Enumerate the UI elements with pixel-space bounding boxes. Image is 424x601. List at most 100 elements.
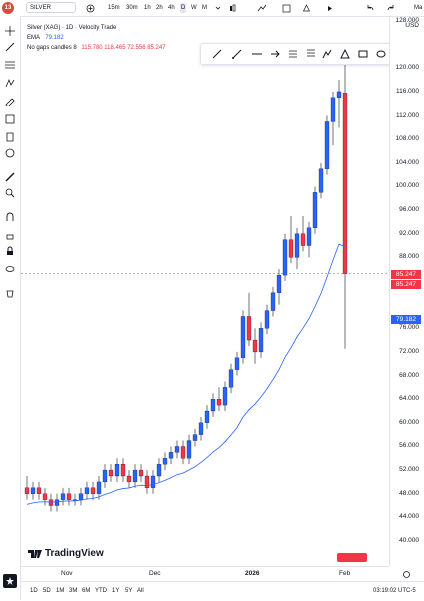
last-price-tag-2: 85.247 bbox=[391, 280, 421, 289]
candle-body bbox=[252, 339, 258, 353]
candles-values: 115.780 118.465 72.556 85.247 bbox=[81, 45, 166, 51]
settings-icon[interactable] bbox=[400, 568, 412, 580]
drawing-sidebar bbox=[0, 16, 21, 600]
candle-body bbox=[246, 316, 252, 341]
line-icon[interactable] bbox=[211, 48, 223, 60]
interval-2h[interactable]: 2h bbox=[156, 5, 163, 11]
menu-label[interactable]: Ma bbox=[414, 5, 423, 11]
price-label: 52.000 bbox=[399, 466, 419, 474]
range-5y[interactable]: 5Y bbox=[125, 588, 133, 594]
pitchfork-icon[interactable] bbox=[287, 48, 299, 60]
currency-label: USD bbox=[405, 22, 419, 29]
candle-body bbox=[156, 464, 162, 477]
candle-body bbox=[336, 91, 342, 98]
ruler-icon[interactable] bbox=[3, 170, 17, 184]
candles-type-icon[interactable] bbox=[226, 2, 238, 14]
last-price-tag: 85.247 bbox=[391, 270, 421, 279]
range-ytd[interactable]: YTD bbox=[95, 588, 107, 594]
indicators-icon[interactable] bbox=[256, 2, 268, 14]
tradingview-logo: TradingView bbox=[28, 548, 104, 559]
candle-body bbox=[84, 487, 90, 494]
arrow-icon[interactable] bbox=[269, 48, 281, 60]
eye-icon[interactable] bbox=[3, 262, 17, 276]
price-label: 76.000 bbox=[399, 324, 419, 332]
candle-body bbox=[318, 168, 324, 193]
ema-value: 79.182 bbox=[45, 35, 64, 41]
candle-body bbox=[282, 239, 288, 276]
crosshair-icon[interactable] bbox=[3, 24, 17, 38]
chevron-down-icon[interactable] bbox=[212, 2, 224, 14]
magnet-icon[interactable] bbox=[3, 210, 17, 224]
compare-icon[interactable] bbox=[84, 2, 96, 14]
candle-body bbox=[210, 399, 216, 412]
range-all[interactable]: All bbox=[137, 588, 144, 594]
candle-body bbox=[150, 475, 156, 488]
pattern-icon[interactable] bbox=[3, 76, 17, 90]
interval-1h[interactable]: 1h bbox=[144, 5, 151, 11]
layout-icon[interactable] bbox=[280, 2, 292, 14]
emoji-icon[interactable] bbox=[3, 146, 17, 160]
hline-icon[interactable] bbox=[251, 48, 263, 60]
fib-tool-icon[interactable] bbox=[305, 48, 317, 60]
rectangle-icon[interactable] bbox=[357, 48, 369, 60]
candle-body bbox=[120, 464, 126, 477]
price-label: 68.000 bbox=[399, 371, 419, 379]
text-icon[interactable] bbox=[3, 112, 17, 126]
range-1y[interactable]: 1Y bbox=[112, 588, 120, 594]
time-axis[interactable]: Nov Dec 2026 Feb bbox=[21, 566, 389, 581]
candle-body bbox=[162, 458, 168, 465]
price-label: 92.000 bbox=[399, 229, 419, 237]
price-label: 64.000 bbox=[399, 395, 419, 403]
candle-body bbox=[216, 399, 222, 406]
interval-15m[interactable]: 15m bbox=[108, 5, 120, 11]
range-1m[interactable]: 1M bbox=[56, 588, 65, 594]
price-label: 108.000 bbox=[395, 135, 420, 143]
candle-body bbox=[138, 469, 144, 477]
undo-icon[interactable] bbox=[364, 2, 376, 14]
ray-icon[interactable] bbox=[231, 48, 243, 60]
candle-body bbox=[60, 493, 66, 500]
zoom-icon[interactable] bbox=[3, 186, 17, 200]
note-icon[interactable] bbox=[3, 130, 17, 144]
clock: 03:19:02 UTC-5 bbox=[373, 588, 416, 594]
star-icon[interactable] bbox=[3, 574, 17, 588]
price-label: 72.000 bbox=[399, 347, 419, 355]
interval-w[interactable]: W bbox=[191, 5, 197, 11]
fib-icon[interactable] bbox=[3, 58, 17, 72]
candle-body bbox=[198, 422, 204, 435]
price-label: 44.000 bbox=[399, 513, 419, 521]
candle-body bbox=[132, 469, 138, 483]
lock-icon[interactable] bbox=[3, 244, 17, 258]
interval-4h[interactable]: 4h bbox=[168, 5, 175, 11]
symbol-search[interactable]: SILVER bbox=[26, 2, 76, 13]
trash-icon[interactable] bbox=[3, 286, 17, 300]
range-3m[interactable]: 3M bbox=[69, 588, 78, 594]
brush-icon[interactable] bbox=[3, 94, 17, 108]
candle-body bbox=[78, 493, 84, 500]
candle-body bbox=[126, 475, 132, 483]
alert-icon[interactable] bbox=[300, 2, 312, 14]
replay-icon[interactable] bbox=[322, 2, 334, 14]
interval-d[interactable]: D bbox=[180, 3, 187, 13]
price-axis[interactable]: USD 128.000 120.000 116.000 112.000 108.000 1… bbox=[389, 17, 424, 566]
range-5d[interactable]: 5D bbox=[43, 588, 51, 594]
ellipse-icon[interactable] bbox=[375, 48, 387, 60]
interval-m[interactable]: M bbox=[202, 5, 207, 11]
triangle-icon[interactable] bbox=[339, 48, 351, 60]
redo-icon[interactable] bbox=[384, 2, 396, 14]
chart-pane[interactable] bbox=[21, 17, 389, 566]
range-6m[interactable]: 6M bbox=[82, 588, 91, 594]
price-label: 112.000 bbox=[395, 111, 419, 119]
candle-body bbox=[168, 452, 174, 459]
rect-icon[interactable] bbox=[321, 48, 333, 60]
candle-body bbox=[312, 192, 318, 228]
flags-icon[interactable] bbox=[337, 553, 367, 562]
notification-badge[interactable]: 13 bbox=[2, 2, 14, 14]
candle-body bbox=[300, 233, 306, 246]
lock-draw-icon[interactable] bbox=[3, 228, 17, 242]
trendline-icon[interactable] bbox=[3, 40, 17, 54]
interval-30m[interactable]: 30m bbox=[126, 5, 138, 11]
candle-body bbox=[342, 93, 348, 274]
tv-logo-icon bbox=[28, 549, 42, 558]
range-1d[interactable]: 1D bbox=[30, 588, 38, 594]
